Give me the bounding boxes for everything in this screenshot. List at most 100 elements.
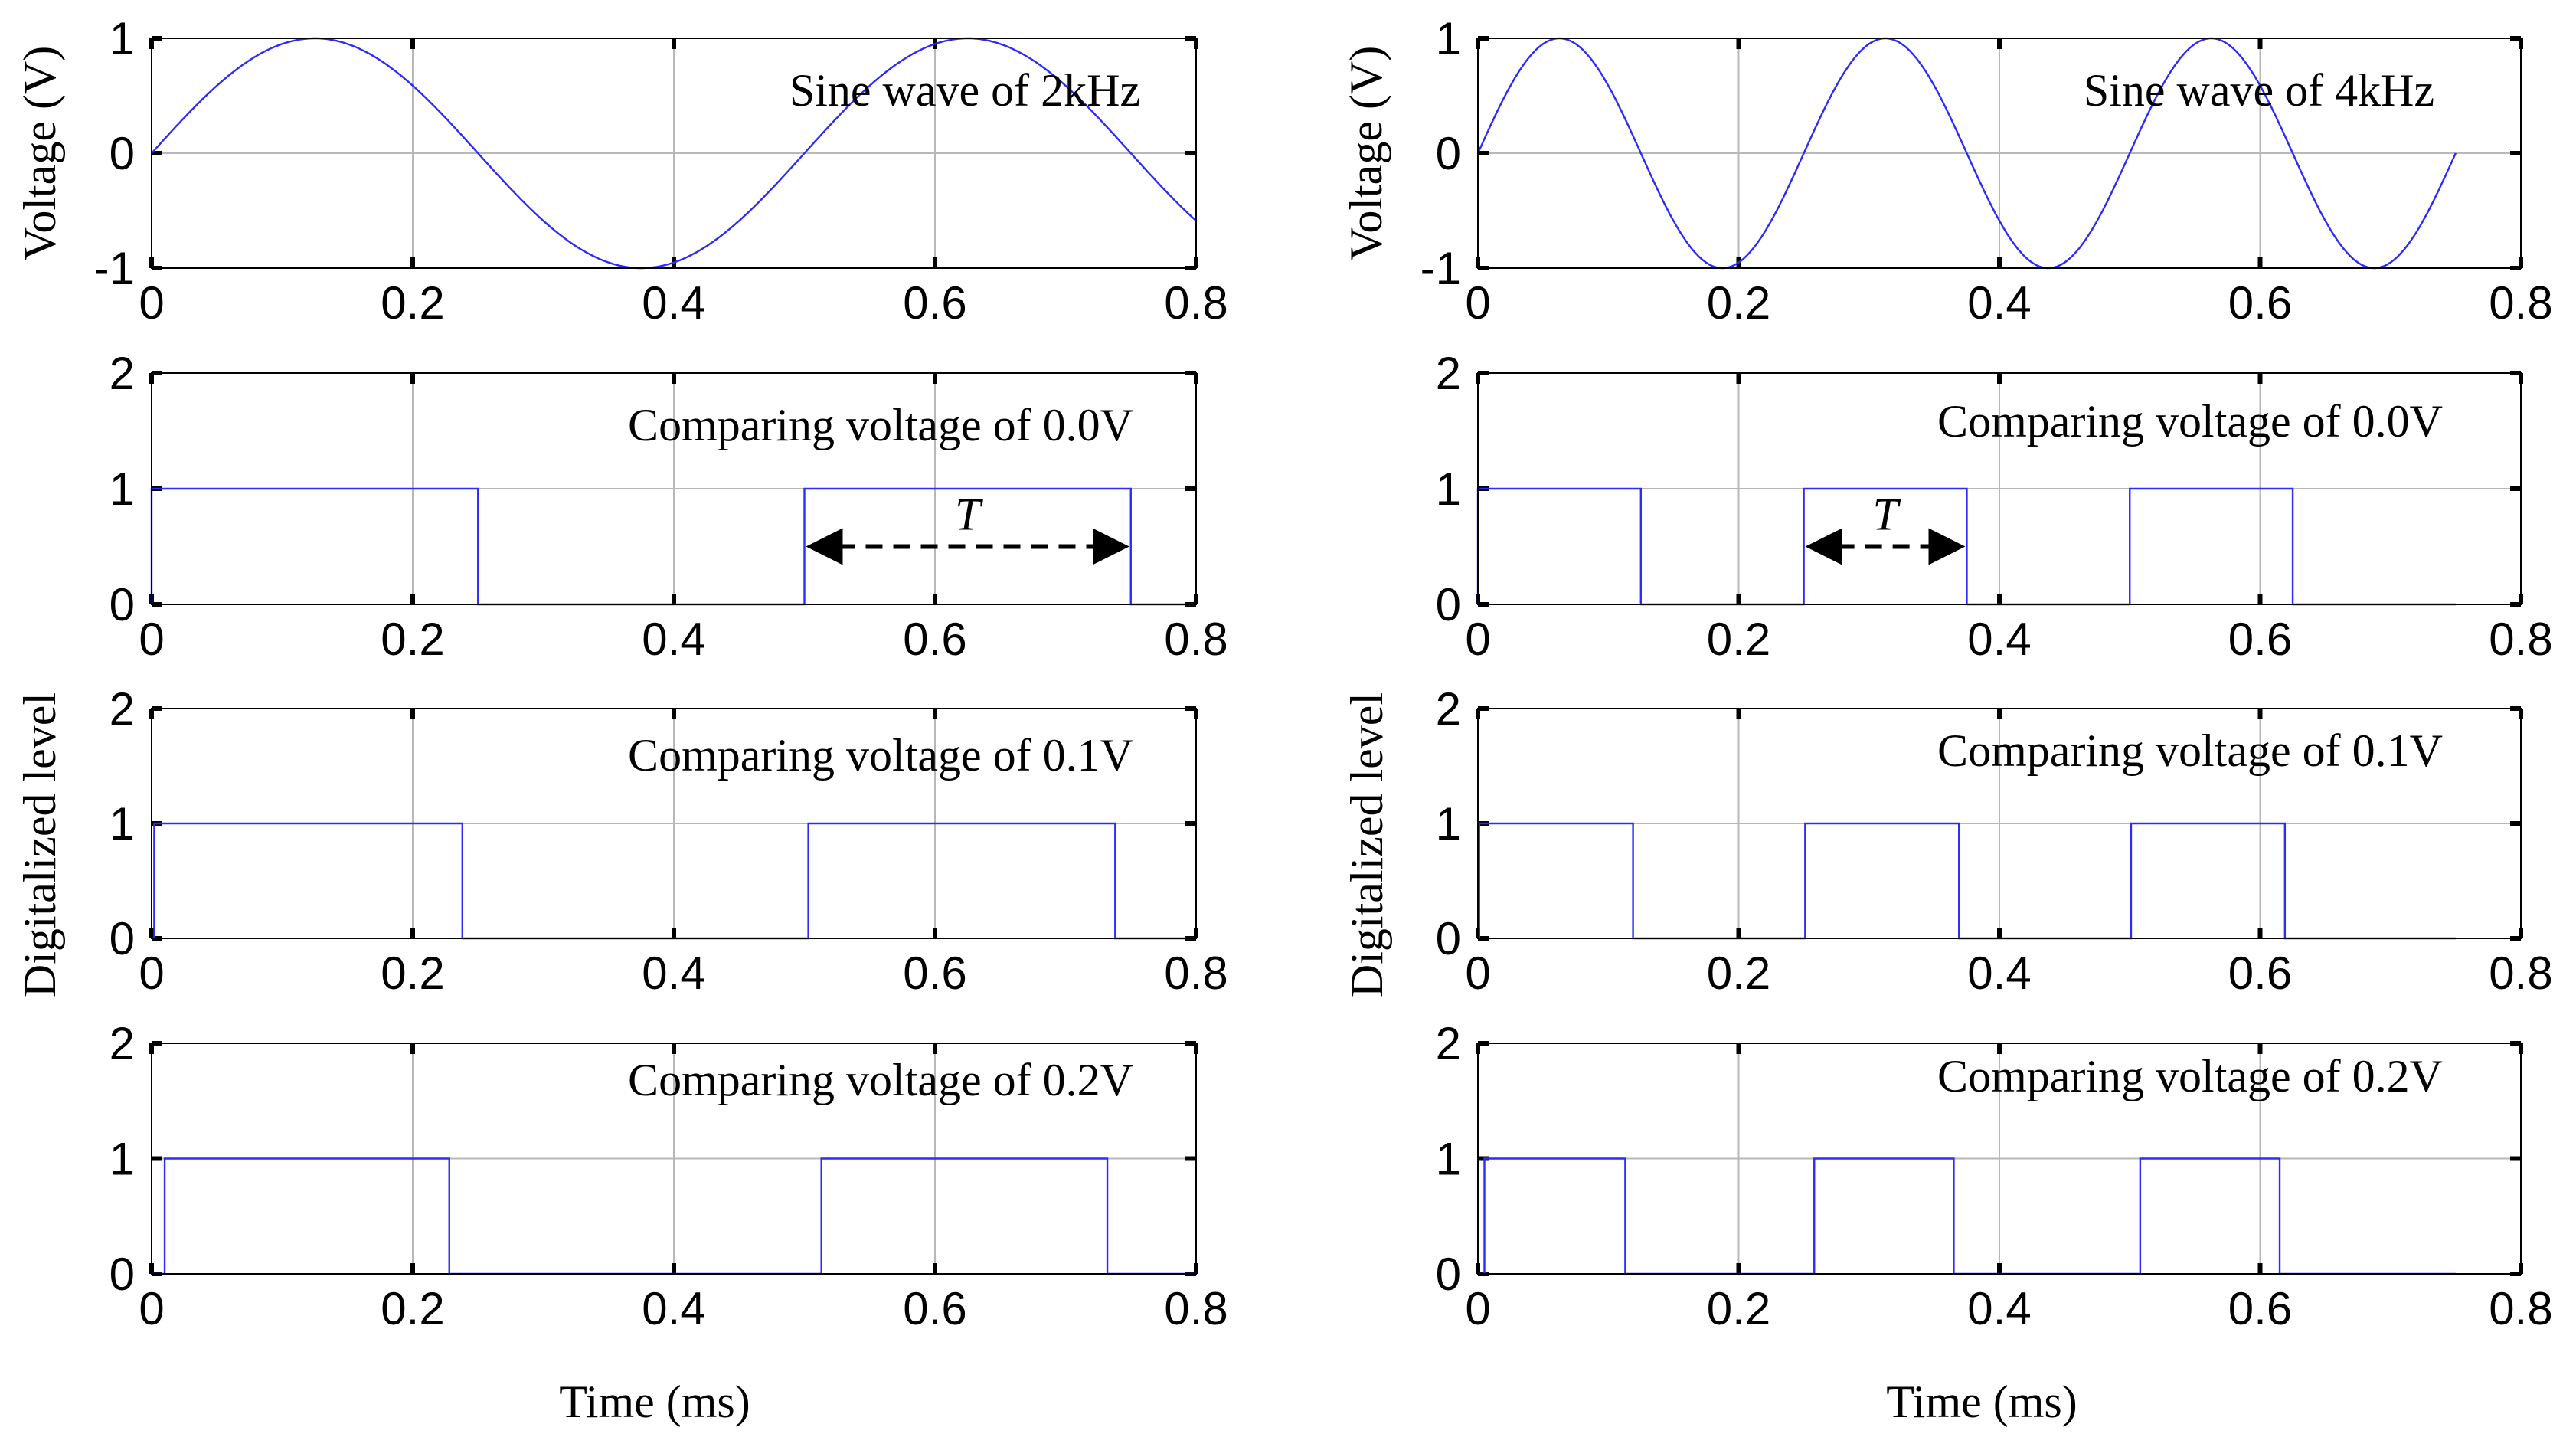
y-tick-label: 0 [110,128,135,179]
x-tick-label: 0 [1465,614,1490,665]
x-tick-label: 0.8 [2489,1283,2552,1334]
panel-annotation: Sine wave of 2kHz [789,65,1140,116]
y-tick-label: 1 [110,798,135,849]
period-label: T [1872,489,1901,540]
axes-frame [1477,708,2522,939]
panel-right-3: 0 0.2 0.4 0.6 0.8 0 1 2 Comparing voltage of 0.1… [1436,683,2553,999]
y-tick-label: 2 [1436,683,1461,735]
panel-annotation: Comparing voltage of 0.1V [628,730,1133,781]
axes-frame [1477,1043,2522,1275]
x-tick-label: 0.4 [1967,948,2031,999]
x-tick-label: 0.4 [1967,614,2031,665]
x-tick-label: 0.4 [642,1283,705,1334]
y-tick-label: 0 [110,579,135,630]
panel-annotation: Comparing voltage of 0.2V [628,1055,1133,1105]
period-label: T [955,489,983,540]
y-tick-label: 0 [1436,128,1461,179]
x-tick-label: 0.6 [2228,614,2292,665]
signal-trace [1478,1157,2456,1275]
y-tick-label: -1 [94,243,135,294]
x-tick-label: 0.8 [2489,277,2552,329]
x-tick-label: 0.2 [381,1283,444,1334]
x-tick-label: 0.6 [903,277,966,329]
y-tick-label: 1 [110,463,135,515]
x-tick-label: 0.6 [2228,948,2292,999]
panel-annotation: Comparing voltage of 0.2V [1937,1051,2443,1101]
y-tick-label: -1 [1420,243,1461,294]
y-tick-label: 2 [110,683,135,735]
x-tick-label: 0.8 [1164,277,1228,329]
axes-frame [151,708,1197,939]
x-tick-label: 0.4 [1967,277,2031,329]
x-tick-label: 0.2 [381,277,444,329]
x-tick-label: 0.4 [1967,1283,2031,1334]
axes-frame [1477,38,2522,269]
panel-right-2: 0 0.2 0.4 0.6 0.8 0 1 2 Comparing voltage of 0.0… [1436,348,2553,665]
panel-annotation: Comparing voltage of 0.1V [1937,725,2443,776]
x-tick-label: 0 [1465,948,1490,999]
x-tick-label: 0.8 [1164,1283,1228,1334]
y-tick-label: 1 [1436,798,1461,849]
x-tick-label: 0.2 [381,948,444,999]
axes-frame [1477,372,2522,605]
x-tick-label: 0 [139,1283,164,1334]
x-tick-label: 0.2 [1707,277,1770,329]
x-tick-label: 0 [139,614,164,665]
y-tick-label: 2 [1436,348,1461,399]
signal-trace [1476,487,2456,606]
panel-left-2: 0 0.2 0.4 0.6 0.8 0 1 2 Comparing voltage of 0.0… [110,348,1228,665]
panel-right-4: 0 0.2 0.4 0.6 0.8 0 1 2 Comparing voltage of 0.2… [1436,1018,2553,1334]
x-tick-label: 0.2 [1707,948,1770,999]
x-tick-label: 0.4 [642,948,705,999]
axes-frame [151,1043,1197,1275]
axes-frame [151,372,1197,605]
panel-annotation: Sine wave of 4kHz [2084,65,2434,116]
y-tick-label: 2 [110,348,135,399]
y-tick-label: 2 [110,1018,135,1069]
x-tick-label: 0.8 [1164,948,1228,999]
x-tick-label: 0 [139,948,164,999]
x-tick-label: 0.2 [1707,614,1770,665]
signal-trace [1476,37,2457,270]
y-tick-label: 0 [110,913,135,964]
voltage-ylabel: Voltage (V) [1341,46,1391,261]
x-tick-label: 0.6 [2228,277,2292,329]
x-tick-label: 0.6 [903,1283,966,1334]
y-tick-label: 1 [1436,463,1461,515]
x-tick-label: 0 [1465,1283,1490,1334]
right-digital-ylabel: Digitalized level [1342,692,1392,997]
panel-left-4: 0 0.2 0.4 0.6 0.8 0 1 2 Comparing voltage of 0.2… [110,1018,1228,1334]
y-tick-label: 1 [1436,1134,1461,1185]
x-tick-label: 0.4 [642,277,705,329]
right-xlabel: Time (ms) [1886,1376,2077,1427]
x-tick-label: 0.6 [903,614,966,665]
y-tick-label: 1 [1436,13,1461,64]
x-tick-label: 0 [1465,277,1490,329]
voltage-ylabel: Voltage (V) [15,46,65,261]
y-tick-label: 0 [1436,1249,1461,1300]
panel-left-3: 0 0.2 0.4 0.6 0.8 0 1 2 Comparing voltage of 0.1… [110,683,1228,999]
signal-trace [1478,822,2456,940]
left-digital-ylabel: Digitalized level [15,692,65,997]
y-tick-label: 1 [110,1134,135,1185]
x-tick-label: 0 [139,277,164,329]
axes-frame [151,38,1197,269]
left-xlabel: Time (ms) [559,1376,750,1427]
panel-annotation: Comparing voltage of 0.0V [628,400,1133,450]
x-tick-label: 0.8 [2489,614,2552,665]
x-tick-label: 0.2 [381,614,444,665]
x-tick-label: 0.8 [1164,614,1228,665]
panel-annotation: Comparing voltage of 0.0V [1937,396,2443,447]
y-tick-label: 0 [110,1249,135,1300]
x-tick-label: 0.2 [1707,1283,1770,1334]
y-tick-label: 0 [1436,913,1461,964]
y-tick-label: 2 [1436,1018,1461,1069]
x-tick-label: 0.8 [2489,948,2552,999]
x-tick-label: 0.6 [903,948,966,999]
x-tick-label: 0.4 [642,614,705,665]
x-tick-label: 0.6 [2228,1283,2292,1334]
y-tick-label: 0 [1436,579,1461,630]
